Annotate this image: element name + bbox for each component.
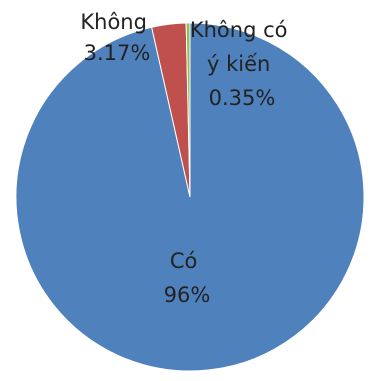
slice-label-khong-name: Không [80,10,147,34]
slice-label-khong-co-y-kien-value: 0.35% [209,86,276,110]
slice-label-co-value: 96% [164,283,211,307]
slice-label-khong-co-y-kien: Không có ý kiến 0.35% [190,18,294,110]
pie-slices [15,22,365,372]
slice-khong-co-y-kien [185,22,191,198]
slice-label-khong-co-y-kien-line2: ý kiến [207,52,270,76]
slice-label-khong-co-y-kien-line1: Không có [190,18,288,42]
slice-label-khong-value: 3.17% [84,41,151,65]
slice-label-co-name: Có [170,249,198,273]
slice-label-co: Có 96% [164,249,211,307]
slice-label-khong: Không 3.17% [80,10,153,65]
